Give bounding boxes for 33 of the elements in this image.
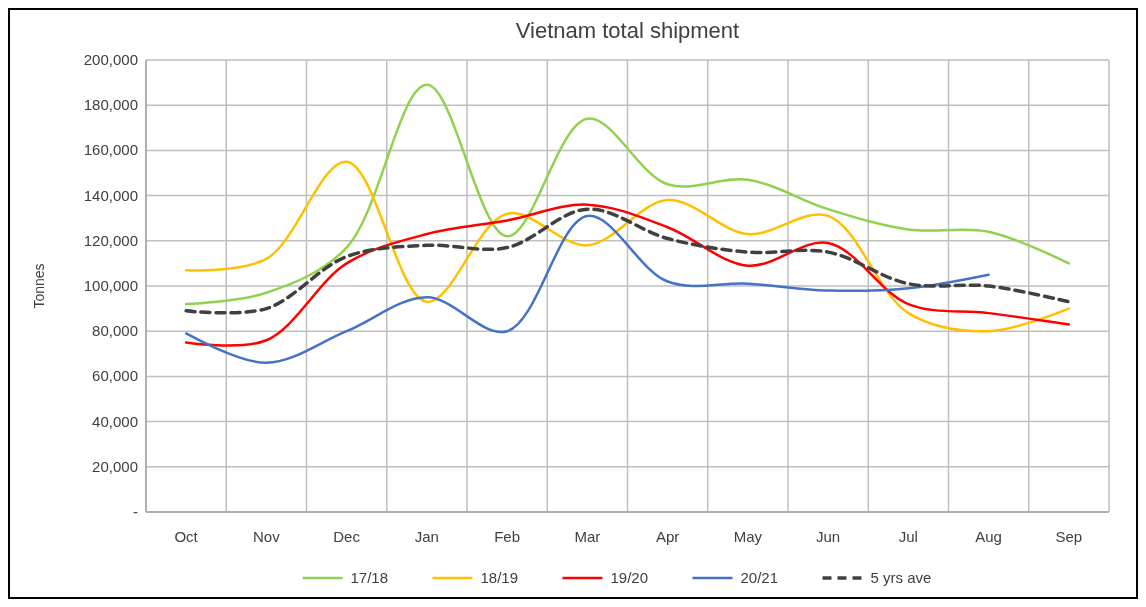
x-tick-label: Nov xyxy=(253,528,281,545)
line-series xyxy=(184,83,1071,306)
x-tick-label: May xyxy=(733,528,763,545)
x-tick-label: Jul xyxy=(898,528,918,545)
x-tick-label: Apr xyxy=(655,528,680,545)
y-tick-label: 120,000 xyxy=(83,231,138,249)
y-tick-label: 60,000 xyxy=(92,367,138,385)
legend-label: 19/20 xyxy=(610,569,649,586)
x-tick-label: Aug xyxy=(975,528,1002,545)
x-tick-label: Feb xyxy=(494,528,521,545)
chart-title: Vietnam total shipment xyxy=(515,18,740,43)
y-tick-label: 160,000 xyxy=(83,141,138,159)
legend-label: 18/19 xyxy=(480,569,519,586)
x-tick-label: Jun xyxy=(816,528,841,545)
y-tick-label: 180,000 xyxy=(83,96,138,114)
y-tick-label: 20,000 xyxy=(92,457,138,475)
y-tick-label: 80,000 xyxy=(92,322,138,340)
x-tick-label: Sep xyxy=(1055,528,1083,545)
legend-label: 5 yrs ave xyxy=(870,569,932,586)
legend-label: 20/21 xyxy=(740,569,779,586)
line-series xyxy=(184,214,990,365)
line-series xyxy=(184,160,1071,333)
y-tick-label: 140,000 xyxy=(83,186,138,204)
x-tick-label: Dec xyxy=(333,528,361,545)
y-tick-label: 40,000 xyxy=(92,412,138,430)
y-tick-label: - xyxy=(133,503,138,520)
x-tick-label: Mar xyxy=(574,528,601,545)
x-tick-label: Oct xyxy=(174,528,199,545)
x-tick-label: Jan xyxy=(414,528,439,545)
y-axis-title: Tonnes xyxy=(31,263,47,309)
y-tick-label: 100,000 xyxy=(83,277,138,294)
y-tick-label: 200,000 xyxy=(83,51,138,68)
legend-label: 17/18 xyxy=(350,569,389,586)
